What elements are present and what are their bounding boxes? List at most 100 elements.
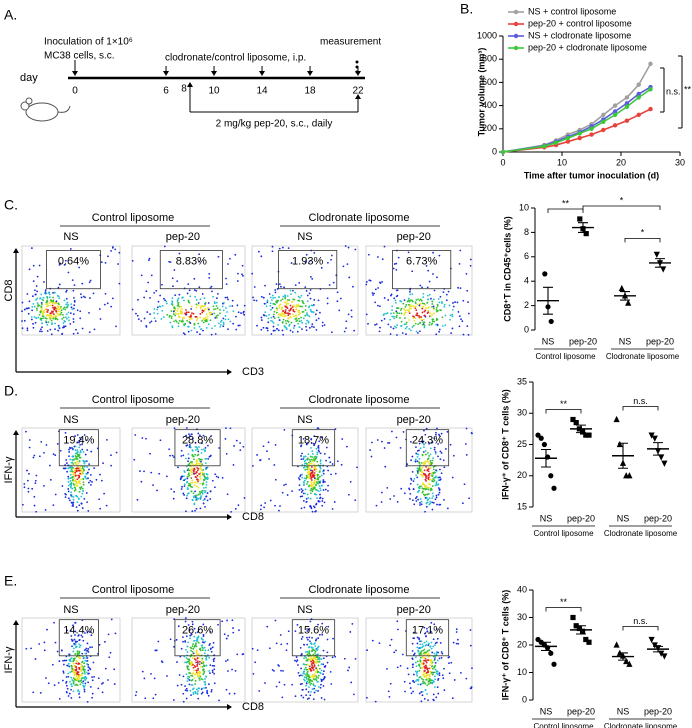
event-dot <box>194 315 197 318</box>
event-dot <box>441 325 444 327</box>
event-dot <box>205 481 208 484</box>
event-dot <box>317 317 320 320</box>
event-dot <box>66 301 69 304</box>
event-dot <box>26 329 29 332</box>
event-dot <box>200 677 203 680</box>
event-dot <box>182 332 185 335</box>
event-dot <box>207 649 210 652</box>
event-dot <box>61 485 64 487</box>
event-dot <box>79 443 82 446</box>
event-dot <box>305 474 308 477</box>
event-dot <box>264 311 267 314</box>
event-dot <box>71 487 74 490</box>
event-dot <box>260 328 263 331</box>
event-dot <box>196 466 199 469</box>
event-dot <box>419 302 422 305</box>
event-dot <box>437 298 440 300</box>
event-dot <box>274 291 277 294</box>
event-dot <box>203 687 205 689</box>
event-dot <box>198 648 201 651</box>
significance-label: * <box>620 195 624 205</box>
event-dot <box>197 450 200 453</box>
event-dot <box>465 677 468 680</box>
event-dot <box>215 305 218 307</box>
event-dot <box>306 670 309 673</box>
event-dot <box>414 661 417 664</box>
event-dot <box>211 313 214 315</box>
data-point <box>636 82 641 87</box>
event-dot <box>435 317 438 320</box>
event-dot <box>309 474 312 477</box>
event-dot <box>202 673 205 676</box>
event-dot <box>212 660 215 663</box>
event-dot <box>217 255 220 258</box>
event-dot <box>407 673 410 676</box>
event-dot <box>187 325 190 328</box>
event-dot <box>313 664 316 666</box>
event-dot <box>160 318 163 320</box>
event-dot <box>332 637 334 640</box>
event-dot <box>425 666 428 669</box>
event-dot <box>411 663 414 666</box>
event-dot <box>323 501 326 504</box>
event-dot <box>78 441 80 444</box>
event-dot <box>451 308 454 311</box>
data-point <box>648 432 655 439</box>
event-dot <box>318 667 321 670</box>
event-dot <box>76 652 79 655</box>
event-dot <box>72 503 74 506</box>
event-dot <box>438 503 441 506</box>
event-dot <box>118 282 121 285</box>
event-dot <box>201 471 204 474</box>
event-dot <box>414 458 417 461</box>
event-dot <box>399 309 402 311</box>
event-dot <box>273 329 276 332</box>
event-dot <box>417 649 419 652</box>
event-dot <box>76 455 79 458</box>
event-dot <box>38 455 41 458</box>
event-dot <box>175 320 178 323</box>
event-dot <box>211 479 214 482</box>
event-dot <box>310 690 312 693</box>
event-dot <box>398 312 401 315</box>
event-dot <box>435 628 438 630</box>
event-dot <box>266 327 269 330</box>
error-bar <box>576 424 586 434</box>
event-dot <box>33 305 36 308</box>
event-dot <box>21 320 23 322</box>
event-dot <box>196 469 199 472</box>
legend-marker <box>513 45 519 51</box>
event-dot <box>82 451 85 453</box>
event-dot <box>395 649 397 652</box>
plot-frame <box>21 617 121 703</box>
event-dot <box>299 647 302 649</box>
error-bar <box>541 448 551 468</box>
event-dot <box>435 496 438 499</box>
event-dot <box>82 685 85 688</box>
event-dot <box>40 319 43 322</box>
event-dot <box>298 282 301 284</box>
event-dot <box>149 313 152 316</box>
event-dot <box>58 698 61 700</box>
event-dot <box>428 667 430 670</box>
event-dot <box>190 633 193 636</box>
event-dot <box>86 642 89 645</box>
event-dot <box>319 311 321 314</box>
event-dot <box>194 644 197 647</box>
event-dot <box>344 245 347 247</box>
event-dot <box>405 323 407 326</box>
event-dot <box>317 447 320 449</box>
event-dot <box>429 631 432 634</box>
event-dot <box>433 623 436 626</box>
event-dot <box>67 675 70 678</box>
event-dot <box>319 489 322 492</box>
event-dot <box>409 304 412 306</box>
event-dot <box>289 329 292 332</box>
event-dot <box>433 320 436 323</box>
event-dot <box>304 286 307 289</box>
event-dot <box>74 462 77 465</box>
event-dot <box>197 486 200 489</box>
event-dot <box>397 307 400 309</box>
data-point <box>624 101 630 106</box>
event-dot <box>420 653 423 655</box>
